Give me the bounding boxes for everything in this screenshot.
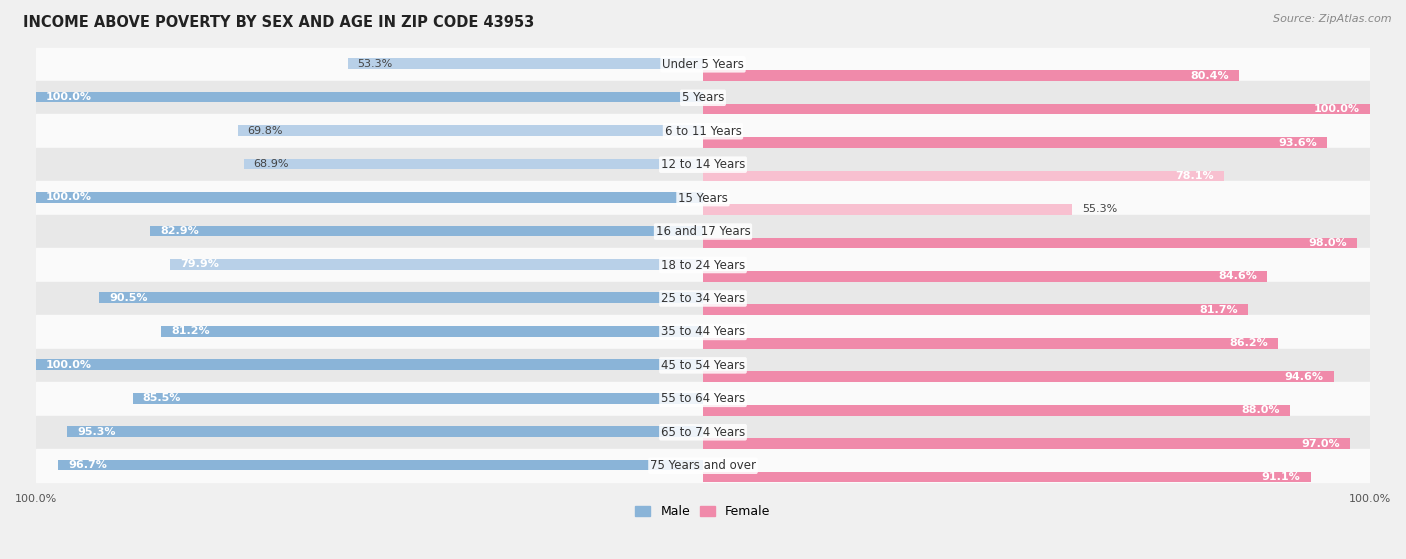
Text: 100.0%: 100.0%: [46, 92, 93, 102]
Bar: [37, 359, 703, 370]
Text: 88.0%: 88.0%: [1241, 405, 1279, 415]
Bar: [37, 92, 703, 102]
Text: 5 Years: 5 Years: [682, 91, 724, 105]
Bar: [37, 282, 1369, 315]
Bar: [37, 349, 1369, 382]
Text: 69.8%: 69.8%: [247, 126, 283, 135]
Text: 45 to 54 Years: 45 to 54 Years: [661, 359, 745, 372]
Text: 79.9%: 79.9%: [180, 259, 219, 269]
Text: Under 5 Years: Under 5 Years: [662, 58, 744, 71]
Bar: [347, 58, 703, 69]
Text: 35 to 44 Years: 35 to 44 Years: [661, 325, 745, 338]
Text: 82.9%: 82.9%: [160, 226, 198, 236]
Text: 15 Years: 15 Years: [678, 192, 728, 205]
Bar: [703, 271, 1267, 282]
Bar: [37, 248, 1369, 282]
Text: 16 and 17 Years: 16 and 17 Years: [655, 225, 751, 238]
Text: 65 to 74 Years: 65 to 74 Years: [661, 426, 745, 439]
Bar: [37, 449, 1369, 482]
Bar: [37, 382, 1369, 415]
Text: 100.0%: 100.0%: [46, 192, 93, 202]
Text: 68.9%: 68.9%: [253, 159, 290, 169]
Text: 95.3%: 95.3%: [77, 427, 115, 437]
Text: 97.0%: 97.0%: [1301, 439, 1340, 449]
Text: 81.2%: 81.2%: [172, 326, 209, 337]
Text: 100.0%: 100.0%: [1313, 104, 1360, 114]
Text: 78.1%: 78.1%: [1175, 171, 1213, 181]
Bar: [100, 292, 703, 303]
Text: 93.6%: 93.6%: [1278, 138, 1317, 148]
Text: 100.0%: 100.0%: [46, 359, 93, 369]
Bar: [170, 259, 703, 269]
Text: 98.0%: 98.0%: [1308, 238, 1347, 248]
Text: 6 to 11 Years: 6 to 11 Years: [665, 125, 741, 138]
Bar: [703, 405, 1289, 415]
Bar: [150, 225, 703, 236]
Bar: [58, 459, 703, 471]
Bar: [703, 472, 1310, 482]
Bar: [703, 338, 1278, 349]
Text: Source: ZipAtlas.com: Source: ZipAtlas.com: [1274, 14, 1392, 24]
Legend: Male, Female: Male, Female: [630, 500, 776, 523]
Bar: [703, 137, 1327, 148]
Bar: [703, 170, 1223, 181]
Bar: [37, 148, 1369, 181]
Text: 91.1%: 91.1%: [1261, 472, 1301, 482]
Bar: [37, 215, 1369, 248]
Text: 94.6%: 94.6%: [1285, 372, 1324, 382]
Text: 81.7%: 81.7%: [1199, 305, 1237, 315]
Text: 84.6%: 84.6%: [1218, 271, 1257, 281]
Bar: [703, 204, 1071, 215]
Bar: [37, 181, 1369, 215]
Text: 86.2%: 86.2%: [1229, 338, 1268, 348]
Bar: [703, 238, 1357, 248]
Text: 25 to 34 Years: 25 to 34 Years: [661, 292, 745, 305]
Bar: [703, 104, 1369, 115]
Bar: [238, 125, 703, 136]
Text: 55 to 64 Years: 55 to 64 Years: [661, 392, 745, 405]
Text: 85.5%: 85.5%: [143, 393, 181, 403]
Text: 80.4%: 80.4%: [1191, 70, 1229, 80]
Bar: [703, 305, 1249, 315]
Bar: [162, 326, 703, 337]
Bar: [37, 115, 1369, 148]
Bar: [67, 427, 703, 437]
Bar: [37, 81, 1369, 115]
Text: 75 Years and over: 75 Years and over: [650, 459, 756, 472]
Bar: [37, 315, 1369, 349]
Bar: [37, 192, 703, 203]
Bar: [132, 393, 703, 404]
Text: 12 to 14 Years: 12 to 14 Years: [661, 158, 745, 171]
Bar: [243, 159, 703, 169]
Bar: [703, 438, 1350, 449]
Text: 55.3%: 55.3%: [1081, 205, 1116, 215]
Text: INCOME ABOVE POVERTY BY SEX AND AGE IN ZIP CODE 43953: INCOME ABOVE POVERTY BY SEX AND AGE IN Z…: [22, 15, 534, 30]
Bar: [703, 371, 1334, 382]
Text: 96.7%: 96.7%: [67, 460, 107, 470]
Bar: [37, 415, 1369, 449]
Text: 90.5%: 90.5%: [110, 293, 148, 303]
Bar: [703, 70, 1239, 81]
Text: 18 to 24 Years: 18 to 24 Years: [661, 258, 745, 272]
Bar: [37, 48, 1369, 81]
Text: 53.3%: 53.3%: [357, 59, 392, 69]
